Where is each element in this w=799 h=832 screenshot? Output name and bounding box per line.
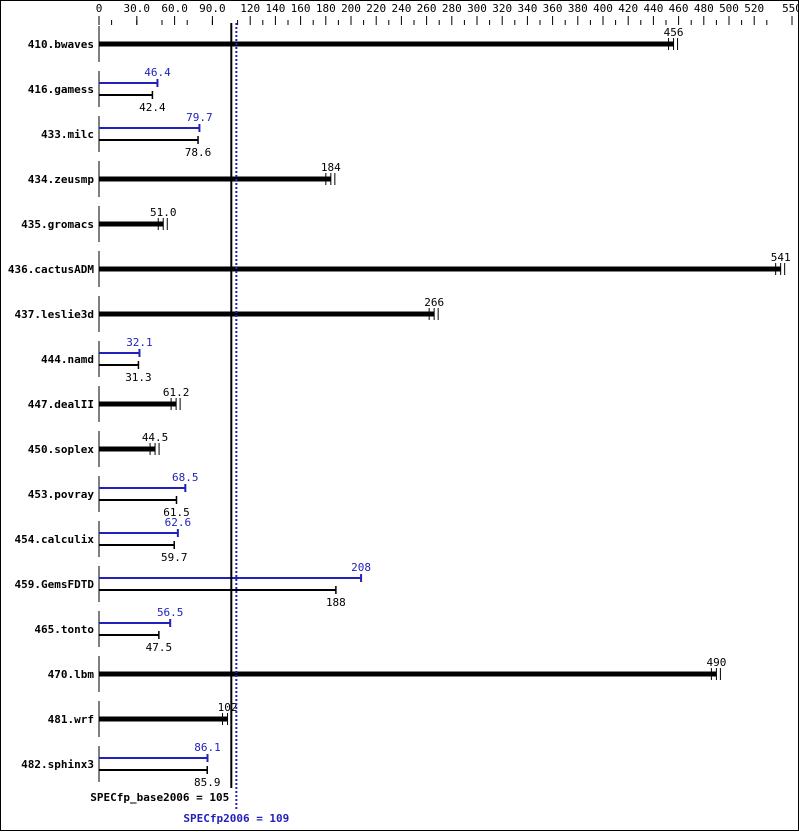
peak-value-label: 79.7 [186,111,213,124]
base-value-label: 456 [664,26,684,39]
category-label: 453.povray [28,488,95,501]
base-bar [99,41,674,47]
peak-value-label: 62.6 [165,516,192,529]
base-value-label: 102 [218,701,238,714]
category-label: 465.tonto [34,623,94,636]
base-bar [99,221,164,227]
base-value-label: 85.9 [194,776,221,789]
category-label: 482.sphinx3 [21,758,94,771]
x-tick-label: 520 [744,2,764,15]
peak-value-label: 46.4 [144,66,171,79]
x-tick-label: 30.0 [124,2,151,15]
x-tick-label: 0 [96,2,103,15]
base-bar [99,176,331,182]
peak-value-label: 208 [351,561,371,574]
base-value-label: 44.5 [142,431,169,444]
base-value-label: 31.3 [125,371,152,384]
base-value-label: 266 [424,296,444,309]
x-tick-label: 300 [467,2,487,15]
x-tick-label: 320 [492,2,512,15]
base-bar [99,401,177,407]
base-value-label: 51.0 [150,206,177,219]
base-value-label: 59.7 [161,551,188,564]
x-tick-label: 280 [442,2,462,15]
category-label: 454.calculix [15,533,95,546]
x-tick-label: 480 [694,2,714,15]
x-tick-label: 400 [593,2,613,15]
base-bar [99,446,156,452]
base-value-label: 61.5 [163,506,190,519]
peak-value-label: 56.5 [157,606,184,619]
category-label: 416.gamess [28,83,94,96]
x-tick-label: 440 [643,2,663,15]
category-label: 434.zeusmp [28,173,95,186]
x-tick-label: 420 [618,2,638,15]
category-label: 444.namd [41,353,94,366]
category-label: 437.leslie3d [15,308,94,321]
category-label: 450.soplex [28,443,95,456]
base-bar [99,311,435,317]
peak-value-label: 86.1 [194,741,221,754]
x-tick-label: 260 [417,2,437,15]
x-tick-label: 180 [316,2,336,15]
x-tick-label: 460 [669,2,689,15]
x-tick-label: 200 [341,2,361,15]
x-tick-label: 140 [265,2,285,15]
category-label: 447.dealII [28,398,94,411]
x-tick-label: 380 [568,2,588,15]
category-label: 435.gromacs [21,218,94,231]
base-value-label: 188 [326,596,346,609]
base-value-label: 184 [321,161,341,174]
category-label: 433.milc [41,128,94,141]
base-value-label: 541 [771,251,791,264]
category-label: 459.GemsFDTD [15,578,95,591]
x-tick-label: 90.0 [199,2,226,15]
x-tick-label: 550 [782,2,799,15]
x-tick-label: 120 [240,2,260,15]
x-tick-label: 360 [543,2,563,15]
category-label: 436.cactusADM [8,263,94,276]
base-bar [99,671,717,677]
base-reference-label: SPECfp_base2006 = 105 [90,791,229,804]
x-tick-label: 240 [391,2,411,15]
x-tick-label: 220 [366,2,386,15]
x-tick-label: 340 [517,2,537,15]
x-tick-label: 500 [719,2,739,15]
x-tick-label: 60.0 [161,2,188,15]
base-value-label: 490 [706,656,726,669]
base-value-label: 42.4 [139,101,166,114]
x-tick-label: 160 [291,2,311,15]
category-label: 481.wrf [48,713,94,726]
base-value-label: 61.2 [163,386,190,399]
category-label: 410.bwaves [28,38,94,51]
base-bar [99,266,781,272]
peak-value-label: 68.5 [172,471,199,484]
peak-value-label: 32.1 [126,336,153,349]
base-bar [99,716,228,722]
category-label: 470.lbm [48,668,95,681]
base-value-label: 47.5 [146,641,173,654]
peak-reference-label: SPECfp2006 = 109 [183,812,289,825]
base-value-label: 78.6 [185,146,212,159]
